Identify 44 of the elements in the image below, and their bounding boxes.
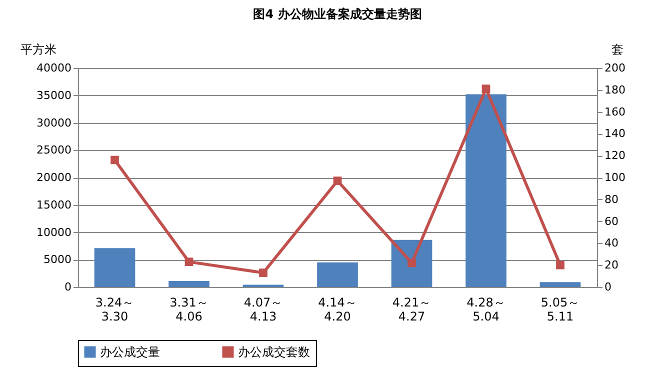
y-tick-label: 25000 [36,144,72,157]
point [259,268,268,277]
y2-tick-label: 120 [604,149,626,162]
y2-tick-label: 100 [604,171,626,184]
bar [317,262,358,287]
y2-tick-label: 20 [604,258,618,272]
point [556,260,564,270]
x-tick-label: 4.21～ 4.27 [392,296,432,324]
bar [466,94,506,287]
y-tick-label: 5000 [44,253,72,266]
x-tick-label: 4.14～ 4.20 [318,296,357,324]
point [482,84,490,93]
x-tick-label: 3.31～ 4.06 [170,296,208,324]
y2-tick-label: 140 [604,127,626,140]
y2-tick-label: 0 [604,280,612,294]
legend-label: 办公成交量 [100,345,160,359]
y2-tick-label: 80 [604,192,618,206]
y2-axis-title: 套 [612,42,624,56]
point [333,176,342,185]
y2-tick-label: 200 [604,62,626,74]
x-tick-label: 4.28～ 5.04 [466,296,506,324]
x-tick-label: 4.07～ 4.13 [244,296,283,324]
y2-tick-label: 40 [604,236,618,250]
x-tick-label: 5.05～ 5.11 [540,296,580,324]
y-axis-title: 平方米 [20,42,56,56]
x-tick-label: 3.24～ 3.30 [95,296,134,324]
y-tick-label: 30000 [36,116,72,130]
point [408,258,416,268]
legend-label: 办公成交套数 [238,345,310,359]
chart-title: 图4 办公物业备案成交量走势图 [253,7,422,21]
y-tick-label: 40000 [36,62,72,74]
y-tick-label: 20000 [36,171,72,184]
y-tick-label: 35000 [36,88,72,102]
y-tick-label: 0 [64,280,72,294]
y-tick-label: 15000 [36,198,72,212]
bar [168,280,210,287]
y-tick-label: 10000 [36,226,72,239]
y2-tick-label: 160 [604,105,626,118]
y2-tick-label: 180 [604,83,626,96]
y2-tick-label: 60 [604,214,618,228]
point [110,156,119,164]
point [184,258,194,266]
bar [94,248,136,287]
bar [540,282,581,287]
